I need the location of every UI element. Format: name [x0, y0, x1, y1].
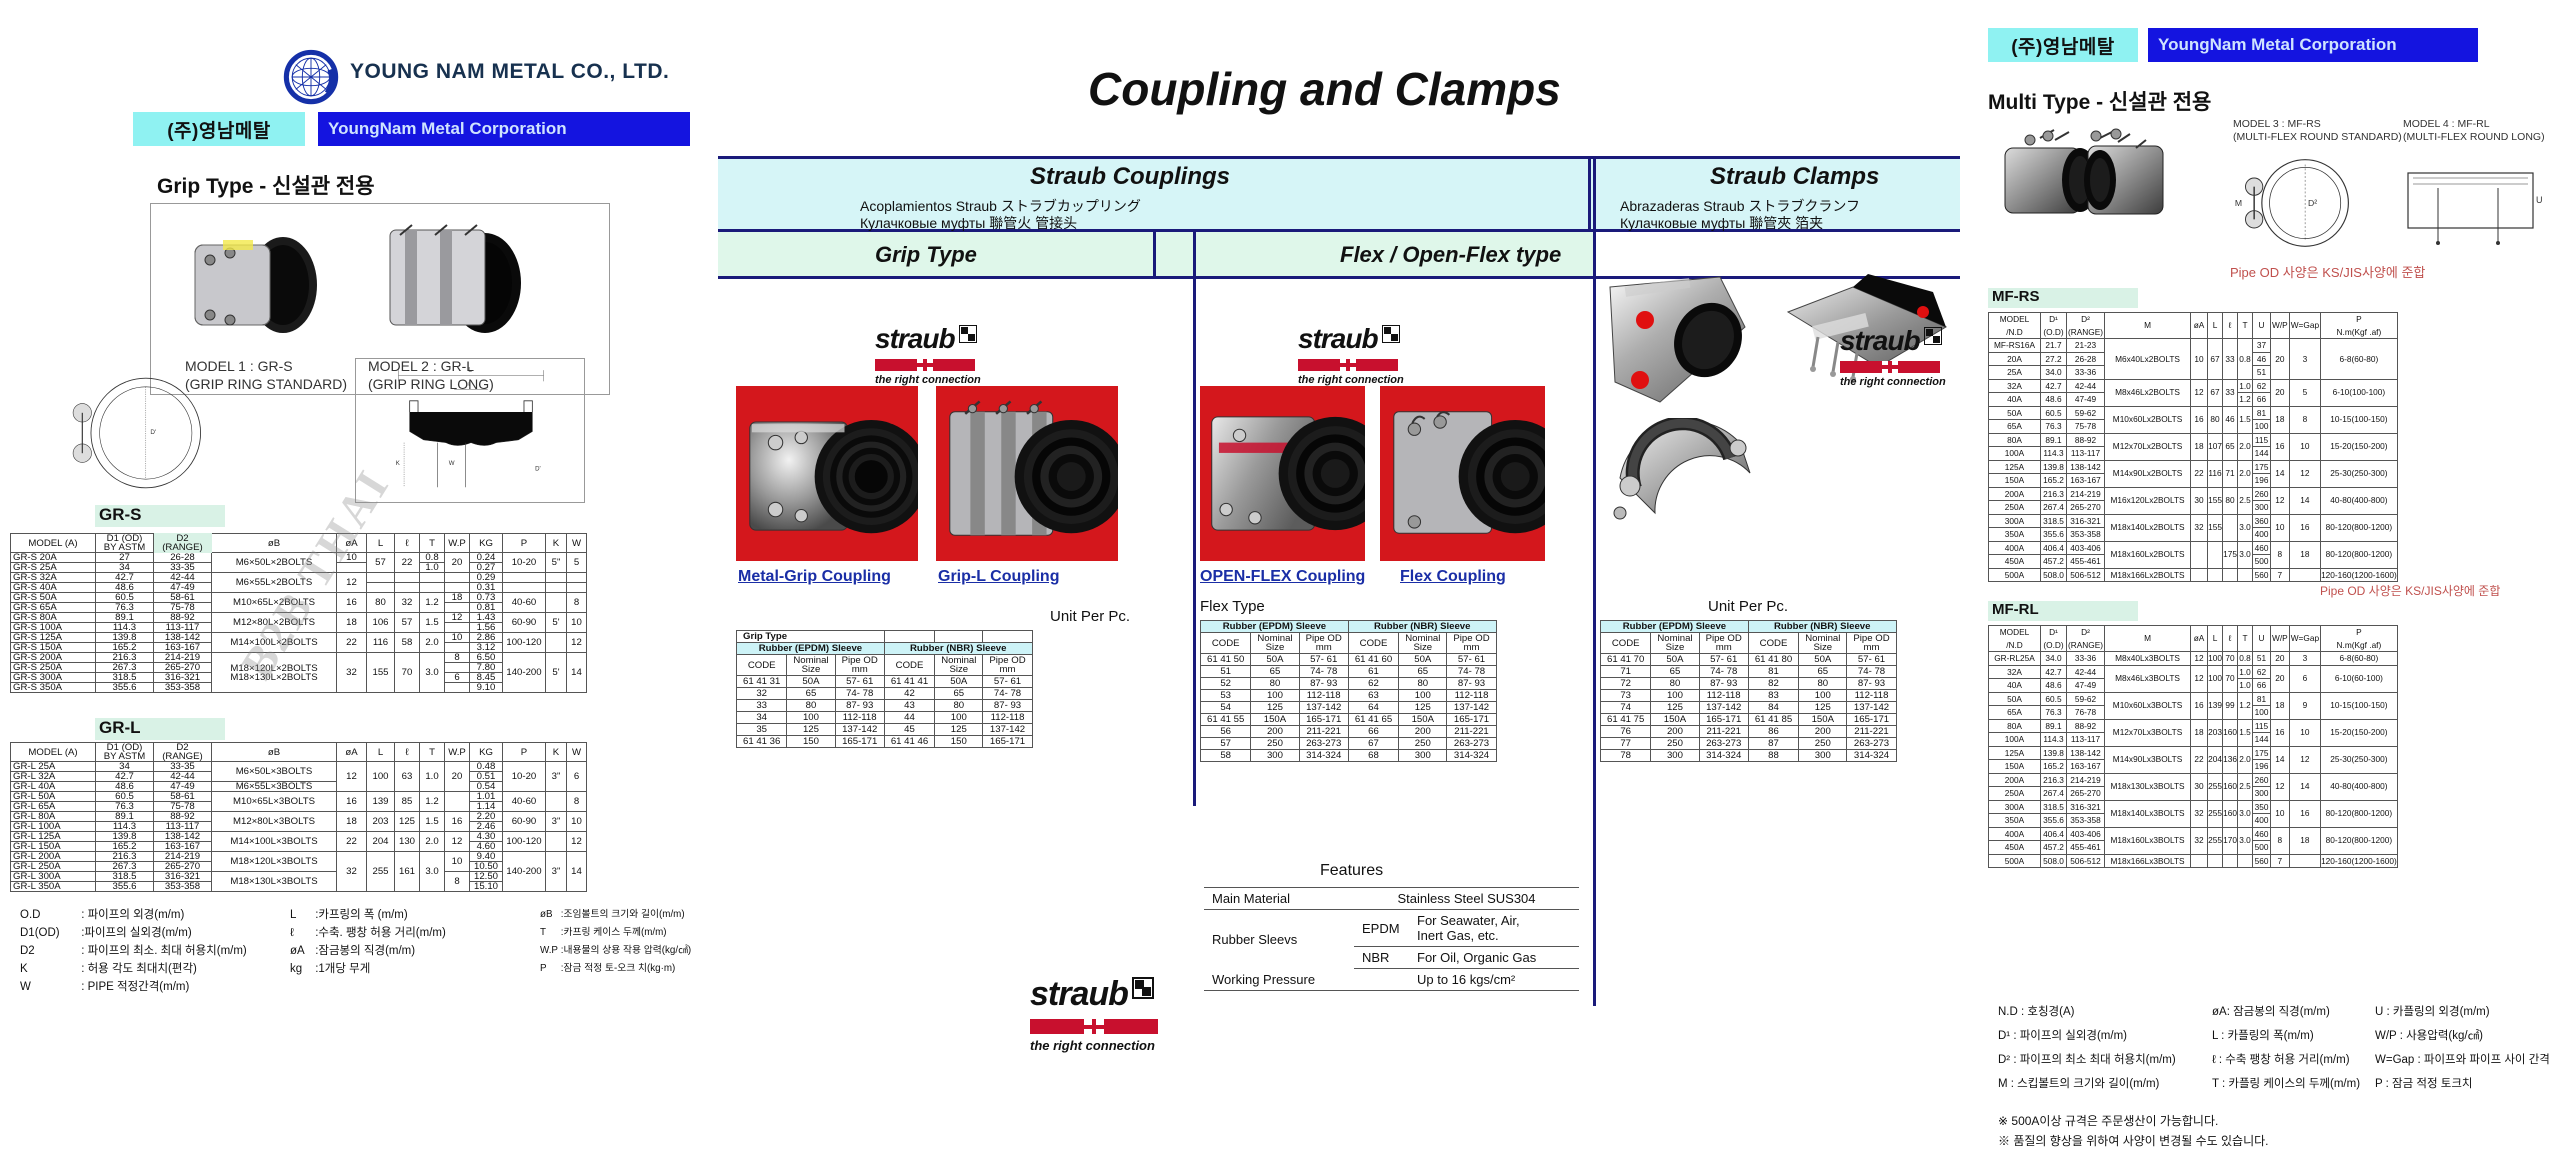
svg-text:M: M	[2235, 198, 2242, 208]
svg-text:W: W	[449, 460, 455, 467]
svg-text:D': D'	[535, 466, 541, 473]
svg-text:D²: D²	[2308, 198, 2317, 208]
svg-text:ℓ: ℓ	[468, 381, 470, 388]
svg-text:K: K	[396, 460, 401, 467]
svg-text:D': D'	[150, 429, 156, 436]
svg-text:U: U	[2536, 195, 2543, 205]
svg-text:L: L	[468, 366, 472, 373]
